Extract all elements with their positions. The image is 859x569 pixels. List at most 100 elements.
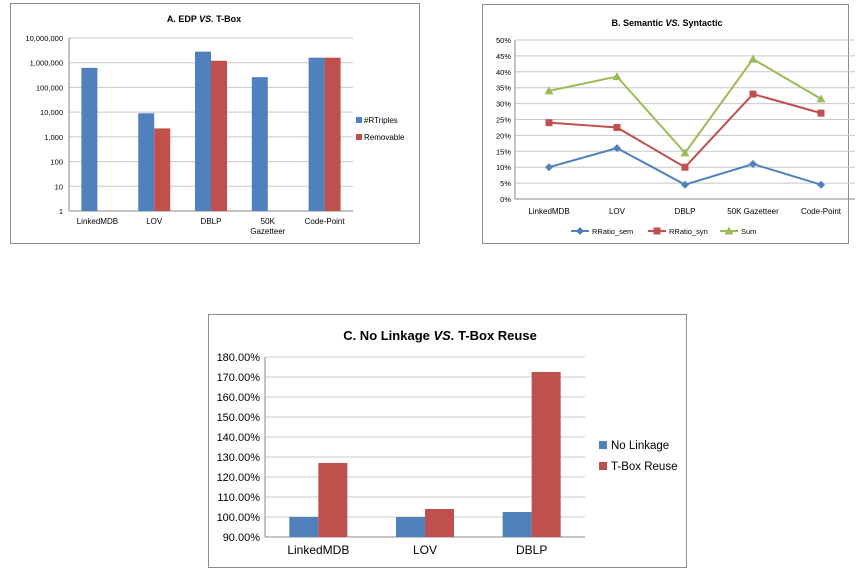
y-tick-label: 25% bbox=[496, 116, 511, 125]
y-tick-label: 45% bbox=[496, 52, 511, 61]
y-tick-label: 10,000 bbox=[40, 108, 63, 117]
bar-t-box-reuse bbox=[318, 463, 348, 537]
bar-rtriples bbox=[251, 77, 268, 212]
bar-removable bbox=[324, 57, 341, 212]
point-rratio-sem bbox=[817, 180, 825, 189]
y-tick-label: 110.00% bbox=[217, 492, 260, 504]
legend-swatch bbox=[599, 441, 607, 449]
y-tick-label: 1,000 bbox=[44, 133, 63, 142]
x-tick-label: DBLP bbox=[516, 543, 547, 557]
y-tick-label: 10,000,000 bbox=[25, 34, 63, 43]
legend-label: No Linkage bbox=[611, 440, 669, 452]
chart-title-part: VS. bbox=[433, 328, 454, 343]
x-tick-label: LOV bbox=[146, 217, 163, 226]
y-tick-label: 35% bbox=[496, 84, 511, 93]
chart-b-svg: B. Semantic VS. Syntactic 0% 5% 10% 15% 20% 25… bbox=[496, 18, 855, 236]
point-rratio-sem bbox=[613, 144, 621, 153]
bar-removable bbox=[154, 128, 171, 211]
x-tick-label: Code-Point bbox=[305, 217, 346, 226]
y-tick-label: 5% bbox=[500, 179, 511, 188]
chart-title: B. Semantic VS. Syntactic bbox=[611, 18, 722, 28]
x-tick-label: 50K Gazetteer bbox=[727, 207, 779, 216]
legend-marker bbox=[724, 226, 734, 235]
point-rratio-sem bbox=[545, 163, 553, 172]
point-sum bbox=[680, 148, 690, 157]
chart-a-panel: A. EDP VS. T-Box 1 10 100 1,000 10,000 100,000… bbox=[10, 3, 420, 244]
point-rratio-syn bbox=[817, 109, 825, 117]
bar-t-box-reuse bbox=[531, 372, 561, 537]
y-tick-label: 120.00% bbox=[217, 472, 261, 484]
chart-title-part: T-Box bbox=[214, 14, 242, 24]
bar-rtriples bbox=[308, 57, 325, 212]
x-tick-label: DBLP bbox=[201, 217, 222, 226]
y-tick-label: 140.00% bbox=[217, 432, 261, 444]
y-tick-label: 100,000 bbox=[36, 83, 63, 92]
x-tick-label: LOV bbox=[609, 207, 626, 216]
series-line-sum bbox=[548, 57, 822, 155]
y-tick-label: 30% bbox=[496, 100, 511, 109]
point-rratio-syn bbox=[749, 90, 757, 98]
chart-a-svg: A. EDP VS. T-Box 1 10 100 1,000 10,000 100,000… bbox=[25, 14, 405, 236]
point-sum bbox=[748, 54, 758, 63]
y-tick-label: 160.00% bbox=[217, 392, 261, 404]
chart-title-part: B. Semantic bbox=[611, 18, 665, 28]
y-tick-label: 90.00% bbox=[223, 532, 261, 544]
point-sum bbox=[612, 72, 622, 81]
x-tick-label: LinkedMDB bbox=[287, 543, 349, 557]
x-tick-label: LOV bbox=[413, 543, 437, 557]
point-rratio-syn bbox=[613, 123, 621, 131]
y-tick-label: 1 bbox=[59, 207, 63, 216]
point-rratio-sem bbox=[681, 180, 689, 189]
y-tick-label: 40% bbox=[496, 68, 511, 77]
bar-no-linkage bbox=[396, 517, 425, 537]
chart-title-part: A. EDP bbox=[167, 14, 199, 24]
y-tick-label: 10 bbox=[55, 182, 63, 191]
y-tick-label: 130.00% bbox=[217, 452, 261, 464]
bar-rtriples bbox=[81, 67, 98, 211]
legend-label: T-Box Reuse bbox=[611, 461, 677, 473]
point-rratio-sem bbox=[749, 160, 757, 169]
x-tick-label: Gazetteer bbox=[250, 227, 285, 236]
chart-b-panel: B. Semantic VS. Syntactic 0% 5% 10% 15% 20% 25… bbox=[482, 4, 855, 244]
y-tick-label: 150.00% bbox=[217, 412, 261, 424]
bar-no-linkage bbox=[502, 512, 532, 537]
legend-label: RRatio_syn bbox=[669, 227, 708, 236]
bar-removable bbox=[211, 60, 227, 211]
legend-label: RRatio_sem bbox=[592, 227, 633, 236]
y-tick-label: 10% bbox=[496, 163, 511, 172]
x-tick-label: 50K bbox=[261, 217, 276, 226]
legend-label: Sum bbox=[741, 227, 756, 236]
y-tick-label: 15% bbox=[496, 147, 511, 156]
chart-title-part: T-Box Reuse bbox=[454, 328, 536, 343]
legend-swatch bbox=[356, 134, 362, 140]
chart-title-part: VS. bbox=[665, 18, 680, 28]
point-rratio-syn bbox=[681, 163, 689, 171]
bar-t-box-reuse bbox=[425, 509, 454, 537]
x-tick-label: LinkedMDB bbox=[77, 217, 118, 226]
x-tick-label: Code-Point bbox=[801, 207, 842, 216]
bar-no-linkage bbox=[289, 517, 319, 537]
point-sum bbox=[544, 86, 554, 95]
chart-title-part: Syntactic bbox=[680, 18, 723, 28]
y-tick-label: 100.00% bbox=[217, 512, 261, 524]
point-sum bbox=[816, 94, 826, 103]
legend-marker bbox=[576, 227, 584, 235]
x-tick-label: LinkedMDB bbox=[528, 207, 569, 216]
legend-label: Removable bbox=[364, 133, 405, 142]
legend-swatch bbox=[599, 462, 607, 470]
y-tick-label: 1,000,000 bbox=[30, 59, 63, 68]
x-tick-label: DBLP bbox=[675, 207, 696, 216]
y-tick-label: 50% bbox=[496, 36, 511, 45]
y-tick-label: 0% bbox=[500, 195, 511, 204]
legend-marker bbox=[653, 227, 661, 235]
bar-rtriples bbox=[195, 51, 211, 212]
chart-c-panel: C. No Linkage VS. T-Box Reuse 90.00% 100.0… bbox=[208, 314, 687, 568]
bar-rtriples bbox=[138, 113, 155, 211]
chart-c-svg: C. No Linkage VS. T-Box Reuse 90.00% 100.0… bbox=[217, 328, 678, 557]
y-tick-label: 20% bbox=[496, 131, 511, 140]
y-tick-label: 100 bbox=[50, 158, 63, 167]
chart-title: C. No Linkage VS. T-Box Reuse bbox=[343, 328, 537, 343]
legend-label: #RTriples bbox=[364, 116, 398, 125]
legend-swatch bbox=[356, 117, 362, 123]
chart-title-part: C. No Linkage bbox=[343, 328, 433, 343]
